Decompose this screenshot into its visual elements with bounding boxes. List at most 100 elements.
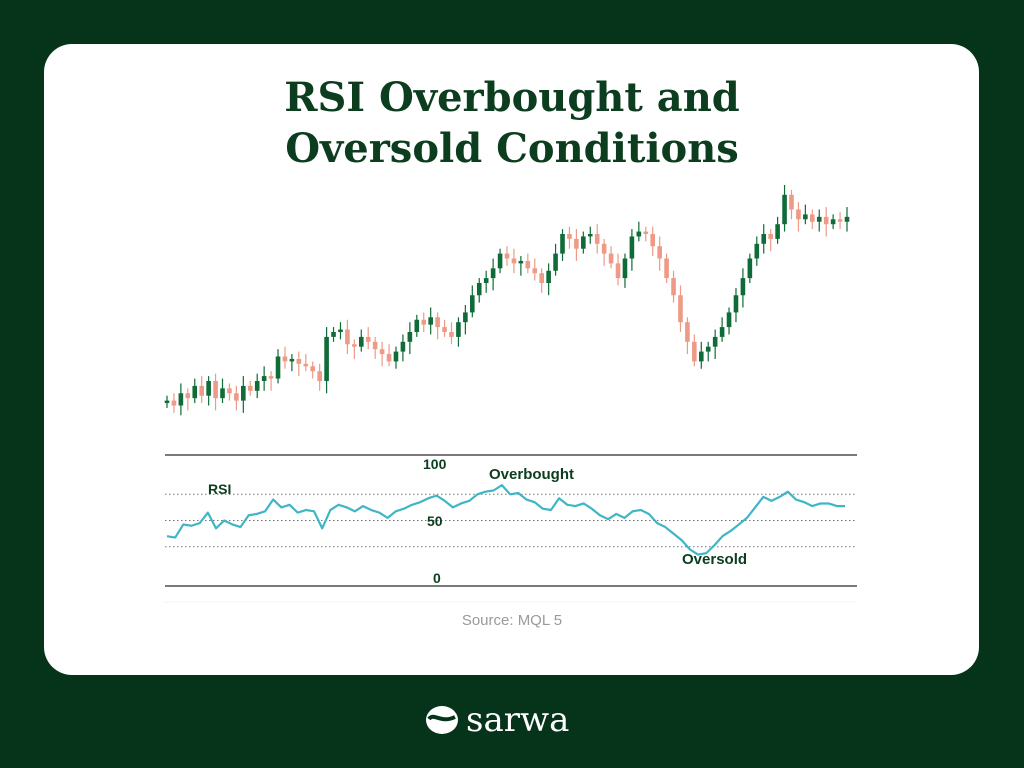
candle-body xyxy=(365,336,371,342)
chart-title: RSI Overbought and Oversold Conditions xyxy=(0,72,1024,174)
candle-body xyxy=(456,322,461,337)
candle-body xyxy=(386,354,392,362)
candle-body xyxy=(421,319,427,325)
candle-body xyxy=(733,295,739,313)
candle-body xyxy=(574,238,579,249)
candle-body xyxy=(581,236,586,249)
candle-body xyxy=(636,231,642,237)
candle-body xyxy=(657,246,662,259)
title-line-1: RSI Overbought and xyxy=(284,74,740,121)
candle-body xyxy=(352,344,357,347)
candle-body xyxy=(768,234,773,239)
candle-body xyxy=(761,234,767,244)
candle-body xyxy=(303,363,309,367)
overbought-label: Overbought xyxy=(489,466,574,483)
candle-body xyxy=(560,234,565,254)
candle-body xyxy=(587,234,593,237)
candle-body xyxy=(449,332,454,337)
sarwa-logo-icon xyxy=(426,706,458,734)
candle-body xyxy=(185,393,191,399)
candle-body xyxy=(345,329,350,345)
rsi-label: RSI xyxy=(208,481,231,497)
candle-body xyxy=(261,376,267,381)
candle-body xyxy=(719,327,725,337)
candle-body xyxy=(379,349,385,355)
candle-body xyxy=(692,341,697,362)
candle-body xyxy=(789,194,794,210)
candle-body xyxy=(705,346,711,352)
candle-body xyxy=(234,393,239,401)
candle-body xyxy=(685,322,690,342)
candle-body xyxy=(220,388,225,399)
oversold-label: Oversold xyxy=(682,551,747,568)
candle-body xyxy=(664,258,669,279)
candle-body xyxy=(810,214,815,222)
candle-body xyxy=(164,400,170,404)
candle-body xyxy=(358,336,364,347)
candle-body xyxy=(546,270,551,283)
candle-body xyxy=(782,194,787,225)
candle-body xyxy=(400,341,406,352)
candle-body xyxy=(525,260,531,269)
candle-body xyxy=(310,366,316,372)
candle-body xyxy=(504,253,510,259)
candle-body xyxy=(483,278,489,283)
title-line-2: Oversold Conditions xyxy=(285,125,739,172)
candle-body xyxy=(463,312,468,323)
candle-body xyxy=(754,243,760,259)
candle-body xyxy=(275,356,281,379)
rsi-line xyxy=(166,484,845,556)
candle-body xyxy=(254,381,260,391)
candle-body xyxy=(372,341,378,350)
candle-body xyxy=(622,258,628,279)
candle-body xyxy=(331,332,336,337)
brand-name: sarwa xyxy=(466,700,570,740)
candle-body xyxy=(594,234,600,244)
content-card xyxy=(44,44,979,675)
candle-body xyxy=(629,236,635,259)
candle-body xyxy=(268,376,274,379)
candle-body xyxy=(414,319,420,332)
candle-body xyxy=(698,351,704,362)
candle-body xyxy=(192,385,198,399)
candle-body xyxy=(178,393,184,406)
candle-body xyxy=(442,327,447,332)
candle-body xyxy=(837,219,843,222)
candle-body xyxy=(247,385,253,391)
candle-body xyxy=(816,216,822,222)
candle-body xyxy=(206,381,211,396)
candle-body xyxy=(199,385,204,396)
tick-label-50: 50 xyxy=(427,513,443,529)
candle-body xyxy=(712,336,718,347)
candle-body xyxy=(324,336,329,381)
candle-body xyxy=(428,317,433,325)
candle-body xyxy=(643,231,649,234)
candle-body xyxy=(671,278,676,296)
candle-body xyxy=(511,258,517,264)
candle-body xyxy=(296,358,302,364)
candle-body xyxy=(518,260,524,264)
candle-body xyxy=(567,234,572,239)
candlestick-chart xyxy=(164,185,850,416)
candle-body xyxy=(823,216,829,225)
candle-body xyxy=(171,400,177,406)
candle-body xyxy=(476,283,482,296)
source-caption: Source: MQL 5 xyxy=(461,612,563,629)
candle-body xyxy=(615,263,621,279)
candle-body xyxy=(532,268,538,274)
candle-body xyxy=(747,258,753,279)
candle-body xyxy=(470,295,475,313)
candle-body xyxy=(650,234,656,247)
sarwa-logo: sarwa xyxy=(424,700,569,740)
candle-body xyxy=(844,216,850,222)
candle-body xyxy=(601,243,607,254)
candle-body xyxy=(803,214,808,220)
candle-body xyxy=(608,253,614,264)
candle-body xyxy=(407,332,413,342)
candle-body xyxy=(830,219,836,225)
candle-body xyxy=(553,253,558,271)
tick-label-0: 0 xyxy=(433,570,441,586)
tick-label-100: 100 xyxy=(423,456,447,472)
candle-body xyxy=(435,317,440,328)
